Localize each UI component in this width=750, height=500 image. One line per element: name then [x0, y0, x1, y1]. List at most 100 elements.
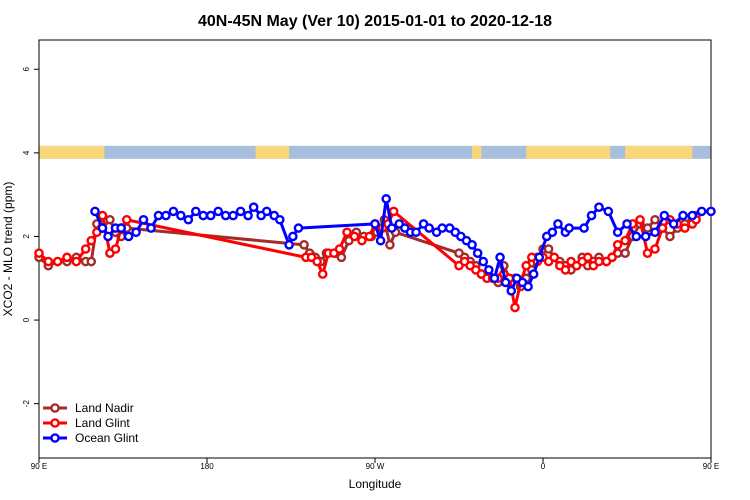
data-point [523, 281, 533, 292]
x-axis: 90 E 180 90 W 0 90 E [31, 458, 719, 471]
data-point [543, 244, 554, 254]
x-tick-label: 0 [541, 462, 546, 471]
data-point [586, 210, 597, 221]
data-point [424, 223, 434, 233]
data-point [706, 206, 716, 217]
data-point [437, 223, 448, 233]
chart-title: 40N-45N May (Ver 10) 2015-01-01 to 2020-… [198, 13, 552, 30]
data-point [299, 240, 309, 250]
data-point [583, 252, 593, 263]
data-point [153, 210, 164, 221]
data-point [168, 206, 179, 217]
legend-label: Ocean Glint [75, 431, 139, 445]
data-point [385, 240, 395, 250]
data-point [534, 252, 545, 263]
data-point [86, 235, 97, 246]
data-point [103, 231, 113, 242]
data-point [678, 210, 688, 221]
data-point [696, 206, 707, 217]
data-point [594, 202, 604, 212]
data-point [467, 240, 477, 250]
data-point [97, 210, 108, 221]
data-point [34, 248, 44, 258]
data-point [635, 214, 645, 225]
data-point [205, 210, 216, 221]
data-point [235, 206, 246, 217]
land-segment [625, 145, 693, 159]
series-line [37, 214, 698, 289]
data-point [349, 231, 360, 242]
land-segment [39, 145, 105, 159]
data-point [594, 256, 604, 267]
data-point [288, 231, 298, 242]
data-point [607, 252, 617, 263]
data-point [123, 231, 134, 242]
data-point [110, 244, 121, 254]
y-tick-label: 6 [22, 66, 31, 71]
data-point [620, 248, 630, 258]
legend-label: Land Glint [75, 416, 130, 430]
data-point [668, 219, 679, 229]
data-point [90, 206, 100, 217]
data-point [176, 210, 186, 221]
data-point [364, 231, 375, 242]
data-point [243, 210, 253, 221]
data-point [478, 256, 489, 267]
data-point [622, 219, 632, 229]
data-point [228, 210, 238, 221]
legend-label: Land Nadir [75, 401, 134, 415]
y-tick-label: 2 [22, 234, 31, 239]
data-point [183, 214, 194, 225]
data-point [510, 302, 520, 313]
data-point [317, 269, 328, 279]
data-point [248, 202, 259, 212]
data-point [659, 210, 670, 221]
legend-marker [50, 418, 60, 428]
data-point [293, 223, 304, 233]
data-point [640, 231, 651, 242]
data-point [564, 223, 574, 233]
data-point [650, 214, 660, 225]
x-tick-label: 90 E [703, 462, 719, 471]
data-point [274, 214, 285, 225]
data-point [506, 285, 517, 296]
data-point [381, 194, 392, 204]
data-point [472, 248, 483, 258]
data-point [560, 265, 571, 275]
data-point [312, 256, 322, 267]
series-layer [34, 194, 716, 313]
data-point [680, 223, 690, 233]
data-point [521, 260, 532, 271]
data-point [650, 244, 660, 254]
x-axis-label: Longitude [349, 477, 402, 491]
legend-entry-land-glint: Land Glint [43, 416, 130, 430]
series-ocean-glint [90, 194, 716, 296]
data-point [334, 244, 345, 254]
data-point [105, 214, 115, 225]
data-point [484, 265, 494, 275]
data-point [549, 252, 560, 263]
data-point [631, 231, 642, 242]
data-point [370, 219, 380, 229]
data-point [336, 252, 347, 263]
data-point [138, 214, 149, 225]
data-point [97, 223, 108, 233]
data-point [547, 227, 558, 238]
y-tick-label: 4 [22, 150, 31, 155]
data-point [612, 227, 623, 238]
y-axis: -2 0 2 4 6 [22, 66, 39, 407]
land-ocean-mask [39, 145, 711, 159]
data-point [612, 240, 623, 250]
data-point [342, 227, 352, 238]
data-point [220, 210, 231, 221]
land-segment [526, 145, 611, 159]
data-point [161, 210, 171, 221]
data-point [121, 214, 132, 225]
y-tick-label: 0 [22, 317, 31, 322]
legend-entry-land-nadir: Land Nadir [43, 401, 134, 415]
legend-marker [50, 403, 60, 413]
data-point [553, 219, 563, 229]
data-point [190, 206, 201, 217]
